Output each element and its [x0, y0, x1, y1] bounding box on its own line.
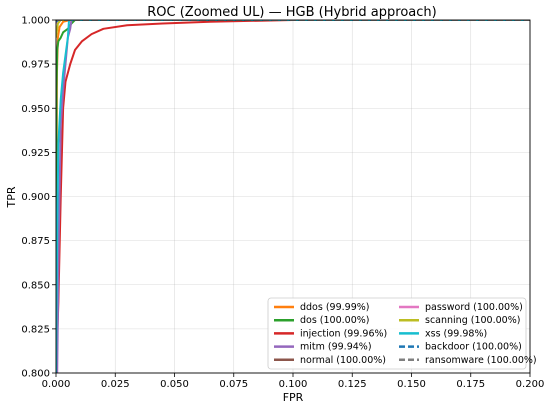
legend-entry: ransomware (100.00%) — [425, 355, 537, 366]
legend-entry: xss (99.98%) — [425, 328, 487, 339]
legend-entry: mitm (99.94%) — [300, 342, 372, 353]
y-tick-label: 0.850 — [21, 280, 50, 291]
x-tick-label: 0.150 — [397, 379, 426, 390]
y-axis-label: TPR — [5, 186, 18, 208]
x-tick-label: 0.050 — [160, 379, 189, 390]
series-line-mitm — [56, 20, 530, 373]
y-tick-label: 1.000 — [21, 16, 50, 27]
series-line-xss — [56, 20, 530, 373]
legend-entry: ddos (99.99%) — [300, 302, 369, 313]
y-tick-label: 0.825 — [21, 324, 50, 335]
x-tick-label: 0.175 — [456, 379, 485, 390]
y-tick-label: 0.925 — [21, 148, 50, 159]
y-tick-label: 0.875 — [21, 236, 50, 247]
y-tick-label: 0.950 — [21, 104, 50, 115]
chart-title: ROC (Zoomed UL) — HGB (Hybrid approach) — [147, 5, 436, 20]
axis-ticks: 0.000 0.025 0.050 0.075 0.100 0.125 0.150 0.175… — [21, 16, 544, 391]
legend-entry: scanning (100.00%) — [425, 315, 520, 326]
y-tick-label: 0.900 — [21, 192, 50, 203]
legend: ddos (99.99%) dos (100.00%) injection (99.… — [267, 297, 537, 370]
legend-entry: password (100.00%) — [425, 302, 523, 313]
x-tick-label: 0.100 — [279, 379, 308, 390]
series-lines — [56, 20, 530, 373]
legend-entry: backdoor (100.00%) — [425, 342, 522, 353]
x-axis-label: FPR — [283, 391, 304, 404]
y-tick-label: 0.975 — [21, 60, 50, 71]
x-tick-label: 0.200 — [516, 379, 545, 390]
legend-entry: injection (99.96%) — [300, 328, 387, 339]
series-line-dos — [56, 20, 530, 373]
series-line-scanning — [56, 20, 530, 38]
legend-entry: dos (100.00%) — [300, 315, 370, 326]
x-tick-label: 0.075 — [219, 379, 248, 390]
y-tick-label: 0.800 — [21, 369, 50, 380]
series-line-backdoor — [56, 20, 530, 23]
x-tick-label: 0.025 — [101, 379, 130, 390]
series-line-injection — [56, 20, 530, 373]
legend-entry: normal (100.00%) — [300, 355, 386, 366]
x-tick-label: 0.000 — [42, 379, 71, 390]
x-tick-label: 0.125 — [338, 379, 367, 390]
legend-box — [267, 297, 527, 370]
